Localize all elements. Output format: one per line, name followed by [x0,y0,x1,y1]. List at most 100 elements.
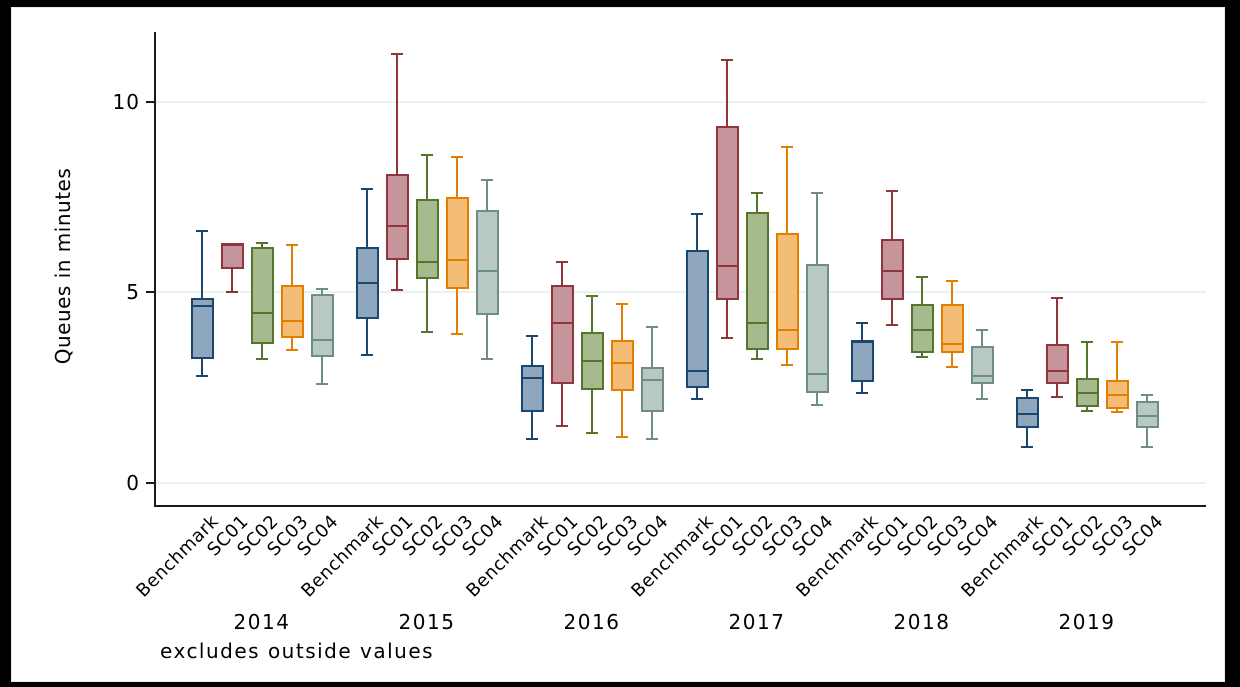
upper-whisker [291,244,293,285]
y-tick-mark [146,100,155,103]
lower-whisker [1116,408,1118,413]
box-2017-SC03 [776,233,799,350]
box-2015-SC03 [446,197,469,289]
box-2016-SC03 [611,340,634,392]
lower-whisker-cap [391,289,403,292]
lower-whisker [456,288,458,335]
median-line [1106,394,1129,397]
upper-whisker [531,336,533,365]
lower-whisker-cap [316,382,328,385]
upper-whisker-cap [481,178,493,181]
upper-whisker [816,193,818,264]
upper-whisker [456,156,458,198]
box-2017-Benchmark [686,250,709,388]
upper-whisker [366,189,368,247]
median-line [716,264,739,267]
box-2017-SC02 [746,212,769,350]
y-tick-label: 10 [112,89,140,114]
lower-whisker [861,381,863,394]
upper-whisker [726,59,728,127]
median-line [581,359,604,362]
median-line [191,304,214,307]
median-line [911,329,934,332]
upper-whisker-cap [1081,340,1093,343]
median-line [641,379,664,382]
upper-whisker-cap [526,335,538,338]
median-line [281,319,304,322]
upper-whisker [756,193,758,213]
lower-whisker [426,279,428,333]
upper-whisker-cap [976,329,988,332]
lower-whisker-cap [526,438,538,441]
median-line [521,377,544,380]
lower-whisker-cap [451,333,463,336]
upper-whisker [981,330,983,346]
upper-whisker-cap [1141,394,1153,397]
box-2018-SC04 [971,345,994,384]
lower-whisker-cap [421,331,433,334]
upper-whisker-cap [1051,297,1063,300]
lower-whisker-cap [256,358,268,361]
upper-whisker-cap [556,260,568,263]
lower-whisker-cap [616,436,628,439]
lower-whisker [921,353,923,358]
median-line [776,329,799,332]
box-2015-SC01 [386,174,409,260]
group-label-2018: 2018 [893,610,951,634]
upper-whisker-cap [691,213,703,216]
box-2014-SC01 [221,242,244,270]
upper-whisker-cap [391,53,403,56]
median-line [551,321,574,324]
upper-whisker [201,231,203,299]
upper-whisker [861,322,863,340]
lower-whisker [756,349,758,360]
lower-whisker [1056,383,1058,398]
lower-whisker-cap [1021,445,1033,448]
lower-whisker [396,259,398,291]
lower-whisker-cap [1051,396,1063,399]
lower-whisker [591,389,593,434]
lower-whisker-cap [1111,411,1123,414]
upper-whisker-cap [316,287,328,290]
upper-whisker-cap [856,321,868,324]
median-line [686,369,709,372]
upper-whisker-cap [421,154,433,157]
upper-whisker [591,296,593,333]
upper-whisker [321,288,323,295]
upper-whisker [1026,389,1028,398]
median-line [971,375,994,378]
group-label-2014: 2014 [233,610,291,634]
box-2016-Benchmark [521,364,544,413]
upper-whisker [261,242,263,247]
lower-whisker-cap [1141,445,1153,448]
median-line [806,373,829,376]
group-label-2015: 2015 [398,610,456,634]
x-axis-line [154,505,1206,507]
median-line [311,339,334,341]
median-line [1076,392,1099,395]
y-gridline [156,100,1206,103]
upper-whisker-cap [286,243,298,246]
upper-whisker-cap [616,302,628,305]
lower-whisker-cap [811,403,823,406]
lower-whisker [261,343,263,360]
lower-whisker-cap [781,363,793,366]
upper-whisker-cap [811,192,823,195]
lower-whisker [981,383,983,400]
lower-whisker-cap [751,358,763,361]
y-gridline [156,482,1206,484]
upper-whisker-cap [1021,388,1033,391]
box-2014-SC03 [281,284,304,339]
lower-whisker-cap [916,356,928,359]
upper-whisker-cap [451,155,463,158]
box-2018-SC02 [911,303,934,354]
median-line [476,270,499,273]
box-2016-SC04 [641,366,664,413]
box-2018-SC01 [881,238,904,300]
box-2017-SC01 [716,126,739,300]
y-tick-label: 0 [126,471,140,495]
median-line [851,340,874,343]
upper-whisker-cap [946,279,958,282]
upper-whisker-cap [781,146,793,149]
